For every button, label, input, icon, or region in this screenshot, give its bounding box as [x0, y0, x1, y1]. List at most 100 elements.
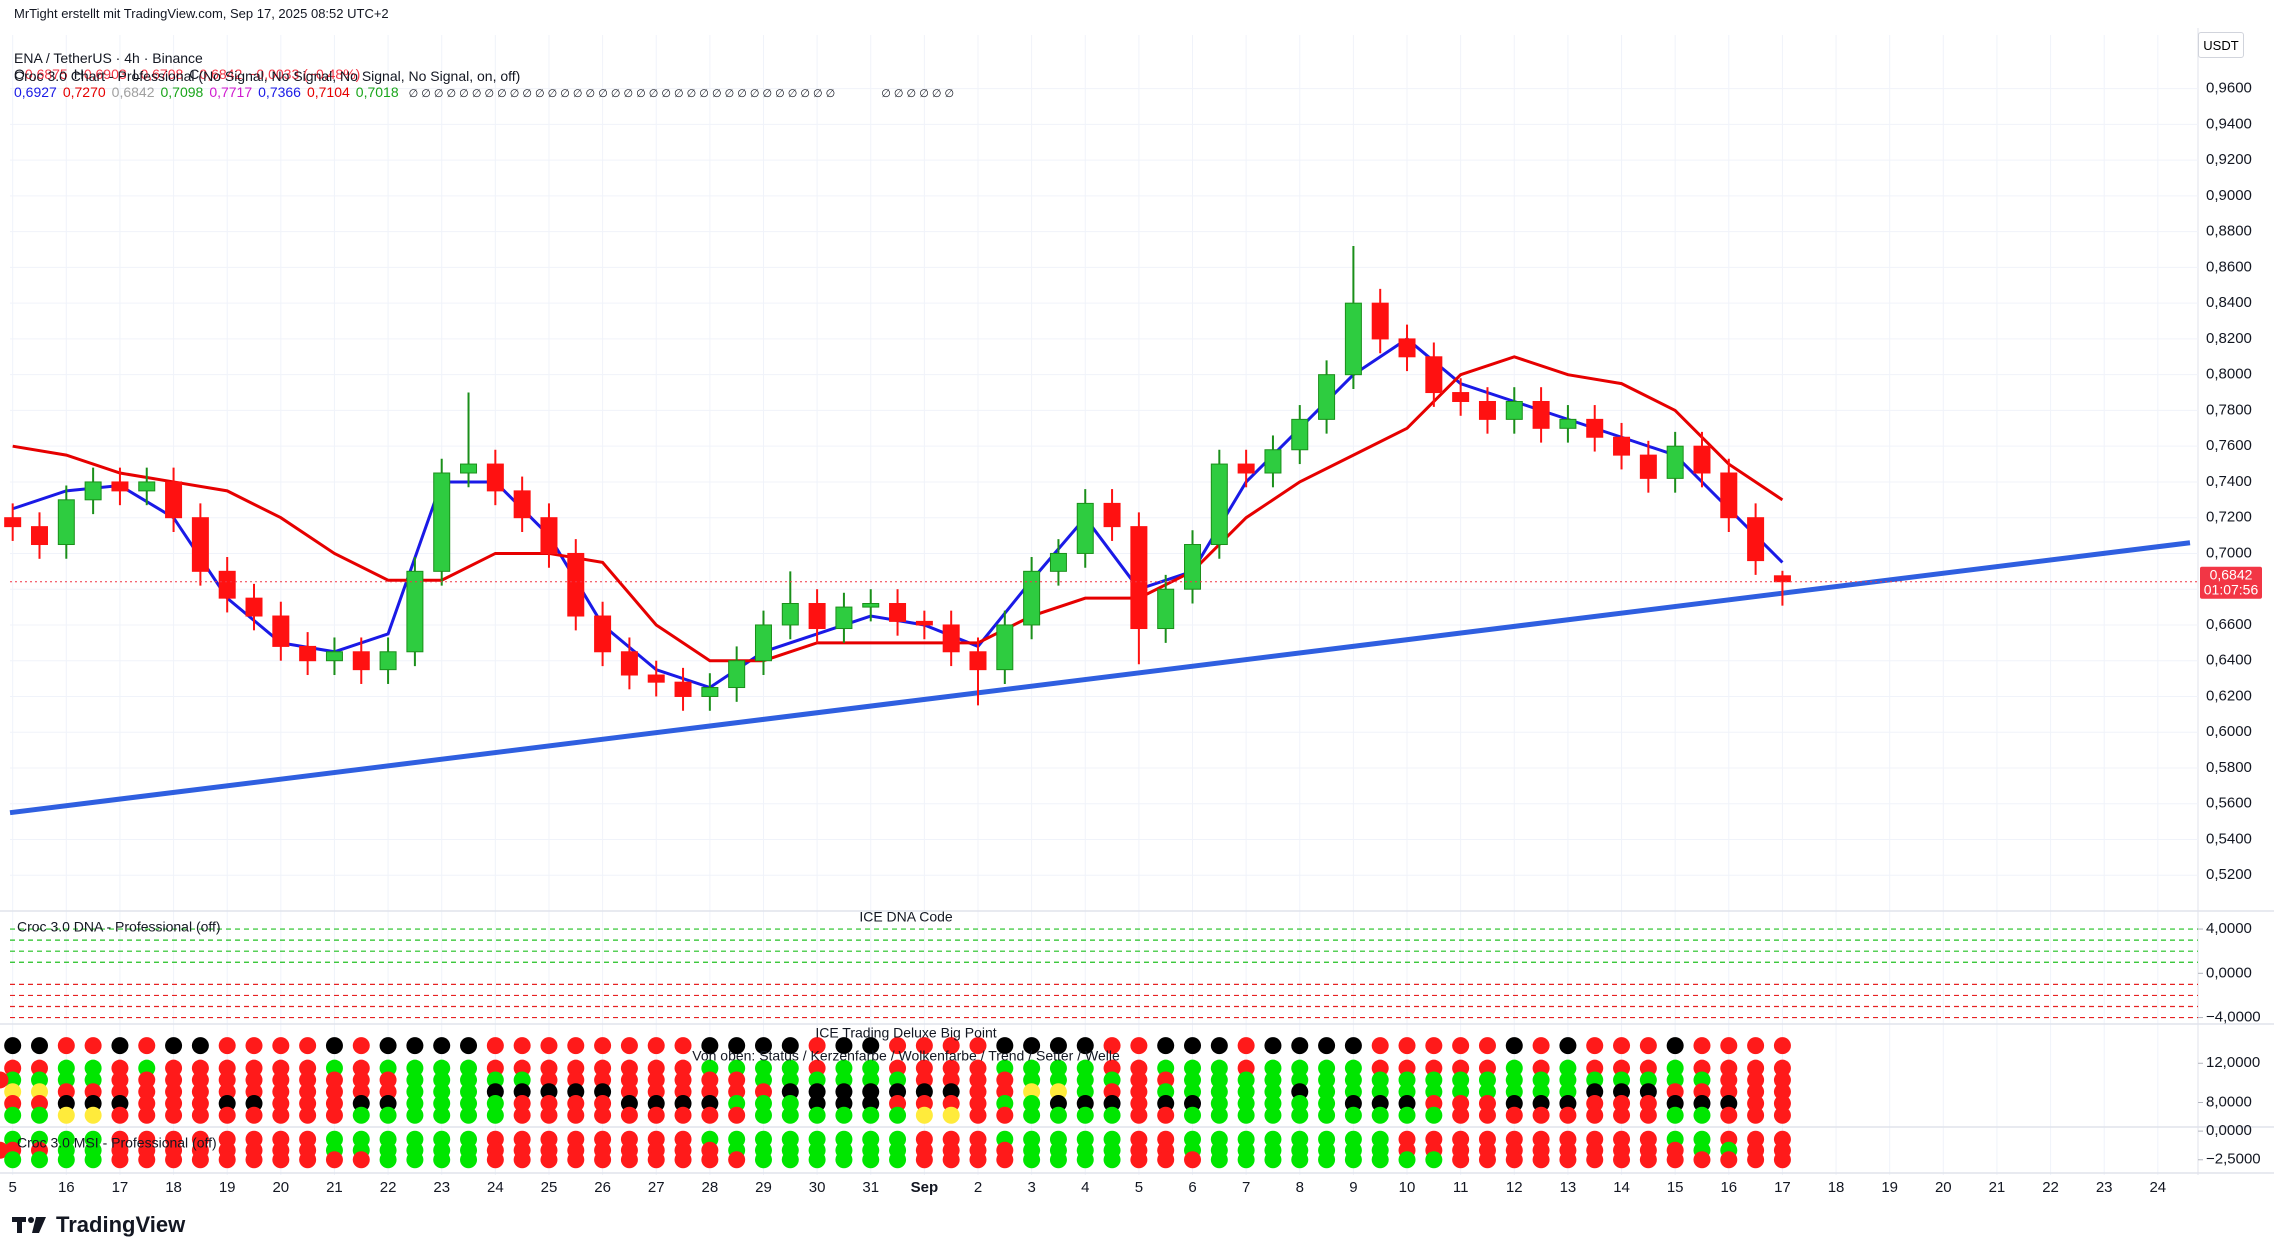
- status-dot: [486, 1037, 504, 1055]
- status-dot: [1237, 1059, 1255, 1077]
- status-dot: [379, 1037, 397, 1055]
- status-dot: [1452, 1071, 1470, 1089]
- status-dot: [1344, 1151, 1362, 1169]
- indicator-value: 0,7018: [355, 84, 399, 100]
- brand: TradingView: [56, 1212, 186, 1237]
- status-dot: [1586, 1059, 1604, 1077]
- status-dot: [1103, 1083, 1121, 1101]
- status-dot: [433, 1151, 451, 1169]
- symbol-legend: ENA / TetherUS · 4h · Binance O0,6875 H0,…: [14, 34, 366, 82]
- y-tick-label: 0,6400: [2206, 652, 2252, 669]
- x-tick-label: 29: [755, 1179, 772, 1196]
- y-tick-label: 0,0000: [2206, 1122, 2252, 1139]
- logo-icon: [12, 1217, 46, 1233]
- status-dot: [460, 1083, 478, 1101]
- status-dot: [1157, 1059, 1175, 1077]
- status-dot: [1157, 1083, 1175, 1101]
- status-dot: [218, 1106, 236, 1124]
- y-tick-label: 0,7800: [2206, 401, 2252, 418]
- status-dot: [1318, 1037, 1336, 1055]
- status-dot: [915, 1071, 933, 1089]
- x-tick-label: 23: [2096, 1179, 2113, 1196]
- status-dot: [1184, 1059, 1202, 1077]
- status-dot: [1720, 1094, 1738, 1112]
- status-dot: [1210, 1151, 1228, 1169]
- status-dot: [513, 1071, 531, 1089]
- candle-body: [84, 481, 102, 501]
- status-dot: [1773, 1106, 1791, 1124]
- status-dot: [567, 1094, 585, 1112]
- status-dot: [325, 1094, 343, 1112]
- status-dot: [1559, 1151, 1577, 1169]
- status-dot: [942, 1151, 960, 1169]
- candle-body: [1076, 502, 1094, 554]
- status-dot: [674, 1037, 692, 1055]
- status-dot: [1130, 1037, 1148, 1055]
- candle-body: [486, 463, 504, 492]
- status-dot: [1613, 1094, 1631, 1112]
- candle-body: [1237, 463, 1255, 474]
- candle-body: [594, 615, 612, 653]
- y-tick-label: 0,6200: [2206, 687, 2252, 704]
- status-dot: [1639, 1106, 1657, 1124]
- status-dot: [486, 1094, 504, 1112]
- status-dot: [57, 1071, 75, 1089]
- x-tick-label: 19: [1881, 1179, 1898, 1196]
- currency-button[interactable]: USDT: [2198, 32, 2244, 58]
- status-dot: [567, 1071, 585, 1089]
- candle-body: [513, 490, 531, 519]
- x-tick-label: 12: [1506, 1179, 1523, 1196]
- status-dot: [942, 1059, 960, 1077]
- status-dot: [1505, 1071, 1523, 1089]
- status-dot: [1532, 1037, 1550, 1055]
- status-dot: [1613, 1037, 1631, 1055]
- status-dot: [1425, 1151, 1443, 1169]
- x-tick-label: 31: [862, 1179, 879, 1196]
- status-dot: [84, 1151, 102, 1169]
- y-tick-label: 0,8600: [2206, 258, 2252, 275]
- status-dot: [30, 1071, 48, 1089]
- candle-body: [1371, 302, 1389, 340]
- status-dot: [754, 1059, 772, 1077]
- candle-body: [1505, 400, 1523, 420]
- candle-body: [1023, 570, 1041, 626]
- status-dot: [460, 1059, 478, 1077]
- status-dot: [84, 1071, 102, 1089]
- status-dot: [245, 1071, 263, 1089]
- status-dot: [245, 1151, 263, 1169]
- status-dot: [272, 1106, 290, 1124]
- indicator-value: 0,7104: [306, 84, 350, 100]
- status-dot: [1747, 1071, 1765, 1089]
- status-dot: [915, 1083, 933, 1101]
- status-dot: [1747, 1083, 1765, 1101]
- y-tick-label: 12,0000: [2206, 1054, 2260, 1071]
- status-dot: [835, 1094, 853, 1112]
- status-dot: [245, 1037, 263, 1055]
- status-dot: [1264, 1151, 1282, 1169]
- symbol: ENA / TetherUS · 4h · Binance: [14, 50, 203, 66]
- status-dot: [165, 1071, 183, 1089]
- status-dot: [1586, 1106, 1604, 1124]
- status-dot: [1023, 1083, 1041, 1101]
- status-dot: [1452, 1151, 1470, 1169]
- x-tick-label: 10: [1399, 1179, 1416, 1196]
- status-dot: [218, 1059, 236, 1077]
- candle-body: [1666, 445, 1684, 479]
- status-dot: [1639, 1037, 1657, 1055]
- status-dot: [272, 1083, 290, 1101]
- x-tick-label: 20: [272, 1179, 289, 1196]
- status-dot: [674, 1094, 692, 1112]
- status-dot: [889, 1094, 907, 1112]
- status-dot: [1130, 1083, 1148, 1101]
- status-dot: [1586, 1094, 1604, 1112]
- status-dot: [1049, 1151, 1067, 1169]
- status-dot: [245, 1059, 263, 1077]
- status-dot: [728, 1151, 746, 1169]
- status-dot: [996, 1151, 1014, 1169]
- status-dot: [1264, 1037, 1282, 1055]
- status-dot: [1157, 1151, 1175, 1169]
- candle-body: [1264, 449, 1282, 474]
- status-dot: [1773, 1059, 1791, 1077]
- status-dot: [1693, 1106, 1711, 1124]
- candle-body: [1693, 445, 1711, 474]
